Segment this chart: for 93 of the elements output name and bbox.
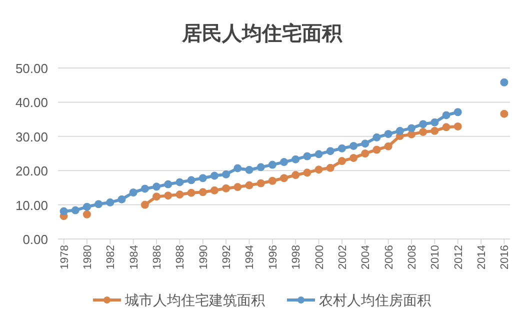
- point: [326, 147, 334, 156]
- point: [210, 186, 218, 194]
- point: [280, 158, 288, 166]
- point: [419, 120, 428, 128]
- point: [140, 200, 149, 209]
- point: [419, 128, 428, 136]
- x-tick-label: 1990: [198, 245, 210, 270]
- y-tick-label: 50.00: [15, 61, 48, 76]
- point: [407, 124, 416, 132]
- point: [71, 206, 80, 214]
- point: [198, 188, 207, 196]
- x-tick-label: 1998: [290, 245, 303, 270]
- x-tick-label: 1982: [105, 245, 118, 270]
- point: [292, 171, 300, 180]
- point: [118, 195, 126, 204]
- x-tick-label: 2016: [499, 245, 512, 270]
- point: [106, 198, 114, 206]
- y-tick-label: 20.00: [15, 164, 48, 179]
- point: [268, 160, 276, 169]
- x-tick-label: 2006: [383, 245, 396, 270]
- point: [430, 118, 439, 126]
- point: [82, 202, 91, 211]
- point: [234, 164, 242, 172]
- point: [314, 150, 323, 158]
- point: [187, 188, 196, 197]
- point: [303, 152, 312, 160]
- x-tick-label: 2008: [406, 245, 418, 270]
- point: [430, 126, 439, 135]
- x-tick-label: 1992: [221, 245, 234, 270]
- x-tick-label: 2010: [430, 245, 442, 270]
- point: [164, 192, 172, 200]
- point: [129, 188, 138, 196]
- point: [152, 182, 161, 191]
- point: [361, 150, 370, 158]
- point: [256, 179, 265, 188]
- x-tick-label: 2000: [314, 245, 326, 270]
- point: [222, 184, 230, 192]
- y-tick-label: 40.00: [15, 95, 48, 110]
- point: [256, 163, 265, 172]
- y-tick-label: 0.00: [22, 232, 48, 247]
- legend-label: 农村人均住房面积: [319, 292, 431, 308]
- y-tick-label: 10.00: [15, 198, 48, 213]
- point: [372, 133, 381, 142]
- point: [384, 142, 392, 150]
- point: [176, 190, 184, 199]
- point: [500, 110, 508, 118]
- x-tick-label: 2012: [452, 245, 465, 270]
- point: [176, 178, 184, 186]
- point: [280, 174, 288, 182]
- point: [442, 123, 450, 132]
- legend-label: 城市人均住宅建筑面积: [124, 292, 265, 308]
- point: [303, 168, 312, 177]
- point: [222, 170, 230, 178]
- point: [454, 122, 462, 130]
- point: [198, 174, 207, 182]
- point: [187, 176, 196, 184]
- point: [338, 144, 346, 152]
- point: [164, 180, 172, 188]
- x-tick-label: 1984: [128, 245, 140, 270]
- x-tick-label: 1996: [267, 245, 280, 270]
- x-tick-label: 1986: [152, 245, 164, 270]
- chart-title: 居民人均住宅面积: [181, 22, 343, 45]
- point: [396, 126, 404, 135]
- point: [82, 210, 91, 218]
- x-tick-label: 1994: [244, 245, 256, 270]
- point: [372, 146, 381, 154]
- y-tick-label: 30.00: [15, 129, 48, 144]
- x-tick-label: 1978: [58, 245, 71, 270]
- point: [245, 166, 254, 174]
- point: [326, 164, 334, 172]
- point: [314, 166, 323, 174]
- point: [94, 200, 103, 208]
- x-tick-label: 2004: [360, 245, 372, 270]
- point: [350, 142, 358, 150]
- point: [442, 111, 450, 120]
- point: [234, 183, 242, 192]
- x-tick-label: 2014: [476, 245, 488, 270]
- point: [60, 207, 68, 216]
- x-tick-label: 1980: [82, 245, 94, 270]
- point: [500, 78, 508, 86]
- point: [350, 154, 358, 162]
- point: [338, 157, 346, 166]
- point: [361, 140, 370, 148]
- point: [292, 155, 300, 164]
- point: [454, 108, 462, 116]
- point: [210, 172, 218, 180]
- x-tick-label: 2002: [336, 245, 349, 270]
- point: [268, 176, 276, 185]
- point: [245, 181, 254, 190]
- point: [384, 130, 392, 138]
- point: [140, 184, 149, 193]
- x-tick-label: 1988: [174, 245, 187, 270]
- point: [152, 192, 161, 201]
